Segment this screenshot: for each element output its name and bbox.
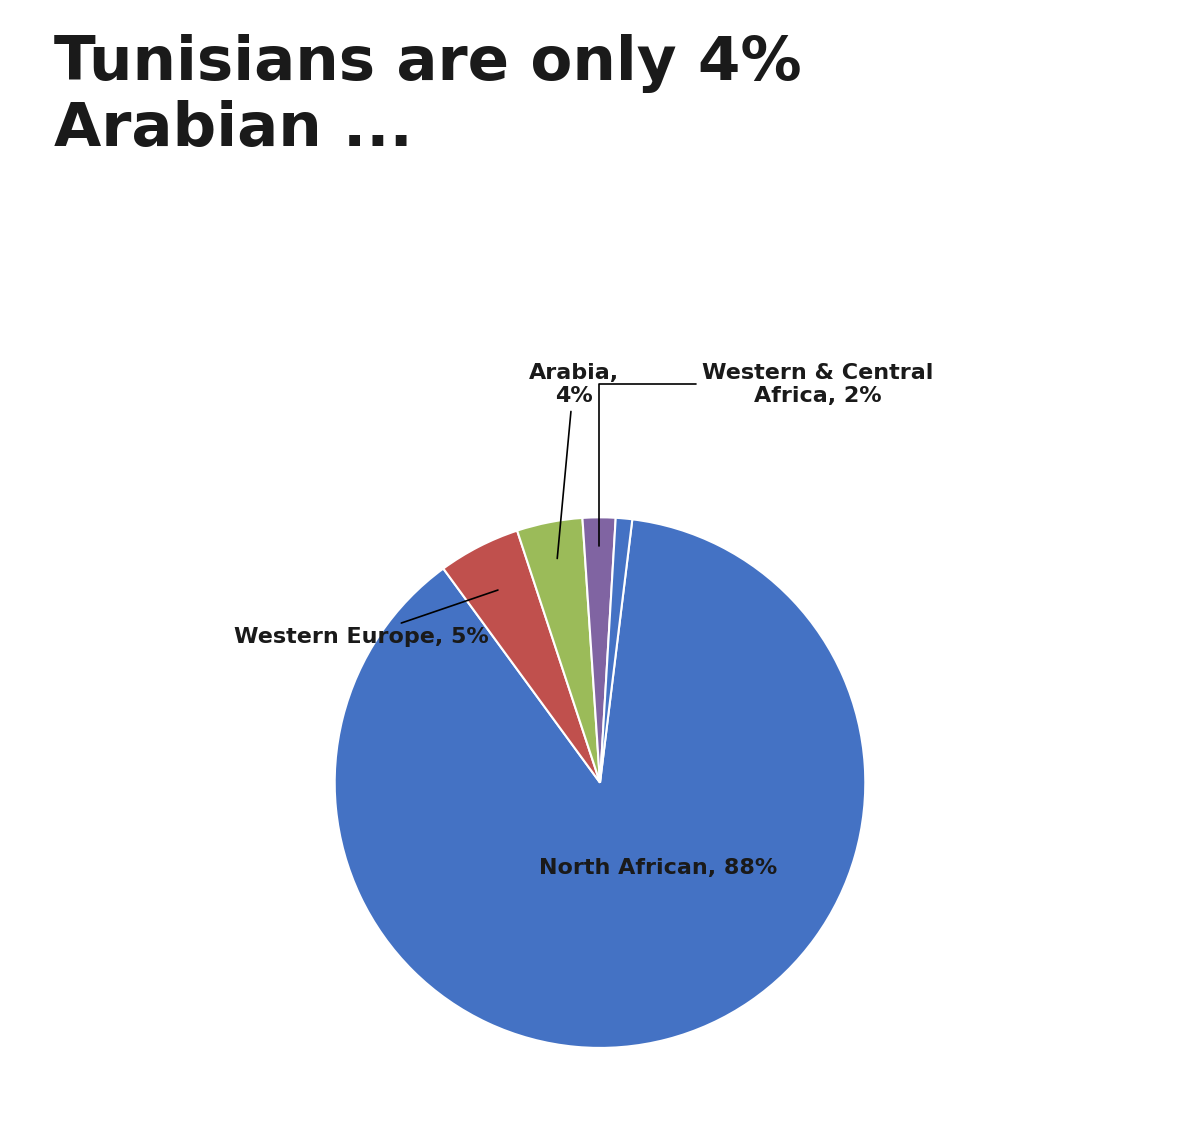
- Wedge shape: [517, 518, 600, 782]
- Wedge shape: [600, 517, 632, 782]
- Text: Western Europe, 5%: Western Europe, 5%: [234, 590, 498, 647]
- Text: North African, 88%: North African, 88%: [539, 857, 778, 878]
- Wedge shape: [582, 517, 616, 782]
- Text: Western & Central
Africa, 2%: Western & Central Africa, 2%: [599, 363, 934, 547]
- Wedge shape: [443, 531, 600, 782]
- Text: Arabia,
4%: Arabia, 4%: [528, 363, 618, 558]
- Wedge shape: [335, 520, 865, 1048]
- Text: Tunisians are only 4%
Arabian ...: Tunisians are only 4% Arabian ...: [54, 34, 802, 159]
